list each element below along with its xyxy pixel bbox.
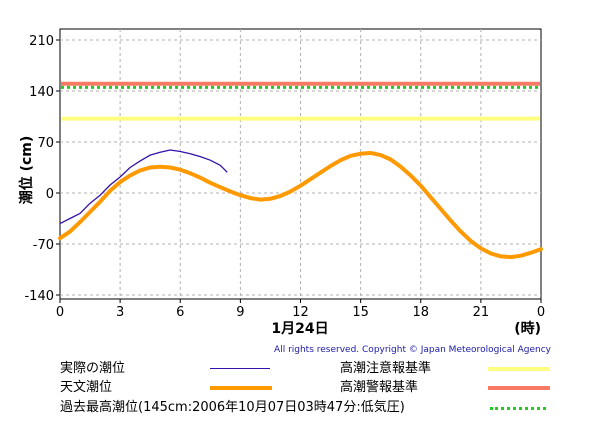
- legend-swatch-warning: [488, 386, 550, 390]
- x-tick-label: 12: [292, 305, 309, 320]
- x-tick-label: 3: [116, 305, 124, 320]
- x-axis-label: 1月24日: [271, 321, 328, 337]
- x-tick-labels: 0 3 6 9 12 15 18 21 0: [56, 299, 545, 320]
- series-lines: [58, 149, 543, 260]
- legend-swatch-observed: [210, 368, 270, 369]
- grid-lines: [60, 29, 541, 299]
- x-axis-unit-label: (時): [514, 320, 541, 337]
- legend-label-advisory: 高潮注意報基準: [340, 361, 432, 376]
- x-tick-label: 0: [56, 305, 64, 320]
- y-tick-label: 140: [29, 85, 54, 100]
- y-axis-label: 潮位 (cm): [18, 136, 35, 205]
- x-tick-label: 6: [176, 305, 184, 320]
- x-tick-label: 9: [236, 305, 244, 320]
- legend-label-warning: 高潮警報基準: [340, 380, 419, 395]
- x-tick-label: 21: [473, 305, 490, 320]
- legend-swatch-record-high: [490, 407, 546, 410]
- y-tick-label: -140: [24, 289, 54, 304]
- x-tick-label: 15: [352, 305, 369, 320]
- legend-swatch-astronomical: [210, 386, 272, 390]
- series-line-observed: [59, 149, 228, 225]
- legend-label-astronomical: 天文潮位: [60, 380, 113, 395]
- threshold-lines: [61, 81, 540, 121]
- series-line-astronomical: [58, 150, 543, 260]
- legend-label-observed: 実際の潮位: [60, 361, 126, 376]
- y-tick-label: 70: [37, 136, 54, 151]
- legend-label-record-high: 過去最高潮位(145cm:2006年10月07日03時47分:低気圧): [60, 400, 405, 415]
- y-tick-label: -70: [33, 238, 54, 253]
- y-tick-label: 210: [29, 34, 54, 49]
- copyright-text: All rights reserved. Copyright © Japan M…: [274, 345, 552, 355]
- x-tick-label: 18: [412, 305, 429, 320]
- x-tick-label: 0: [537, 305, 545, 320]
- legend-swatch-advisory: [488, 367, 550, 371]
- y-tick-labels: 210 140 70 0 -70 -140: [24, 34, 60, 304]
- y-tick-label: 0: [46, 187, 54, 202]
